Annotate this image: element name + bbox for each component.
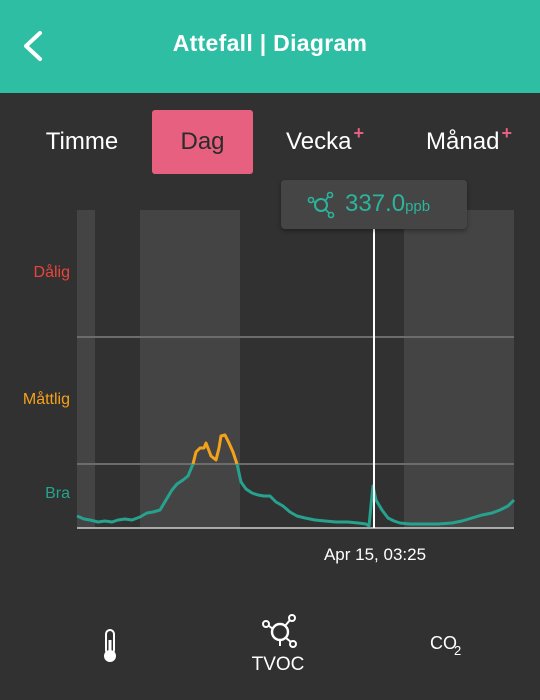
level-label-good: Bra <box>45 485 70 502</box>
back-arrow-icon <box>24 31 42 61</box>
co2-subscript: 2 <box>454 643 461 658</box>
tab-dag[interactable]: Dag <box>152 110 253 174</box>
bottom-navigation: TVOC CO 2 <box>0 600 540 700</box>
time-band <box>77 210 95 528</box>
level-label-moderate: Måttlig <box>22 391 70 408</box>
tvoc-chart[interactable] <box>0 0 540 540</box>
tvoc-molecule-icon <box>307 191 335 219</box>
tab-timme[interactable]: Timme <box>30 110 134 174</box>
value-tooltip: 337.0ppb <box>281 180 467 229</box>
level-label-bad: Dålig <box>33 264 70 281</box>
tab-label: Vecka <box>286 128 352 155</box>
tab-label: Månad <box>426 128 500 155</box>
nav-co2[interactable]: CO 2 <box>428 630 468 660</box>
nav-tvoc[interactable]: TVOC <box>246 612 310 692</box>
tab-vecka[interactable]: Vecka + <box>270 110 380 174</box>
tvoc-series-good <box>76 463 195 524</box>
back-button[interactable] <box>14 26 54 66</box>
tvoc-molecule-icon <box>262 614 297 648</box>
app-header: Attefall | Diagram <box>0 0 540 93</box>
premium-plus-icon: + <box>501 123 512 143</box>
co2-icon: CO 2 <box>430 633 461 658</box>
period-tabs: Timme Dag Vecka + Månad + <box>0 110 540 174</box>
time-band <box>140 210 240 528</box>
thermometer-icon <box>104 629 116 662</box>
time-band <box>404 210 514 528</box>
nav-tvoc-label: TVOC <box>251 654 305 675</box>
tvoc-series-good-2 <box>235 463 516 528</box>
tooltip-value-text: 337.0ppb <box>345 190 430 218</box>
tooltip-unit: ppb <box>405 198 431 215</box>
nav-temperature[interactable] <box>96 626 124 666</box>
tvoc-series-moderate <box>191 433 239 465</box>
tooltip-value: 337.0 <box>345 190 406 217</box>
page-title: Attefall | Diagram <box>172 30 368 56</box>
tab-label: Dag <box>180 128 225 155</box>
co2-text: CO <box>430 633 457 653</box>
tab-label: Timme <box>45 128 119 155</box>
premium-plus-icon: + <box>353 123 364 143</box>
tab-manad[interactable]: Månad + <box>410 110 528 174</box>
selected-time-label: Apr 15, 03:25 <box>323 545 427 564</box>
